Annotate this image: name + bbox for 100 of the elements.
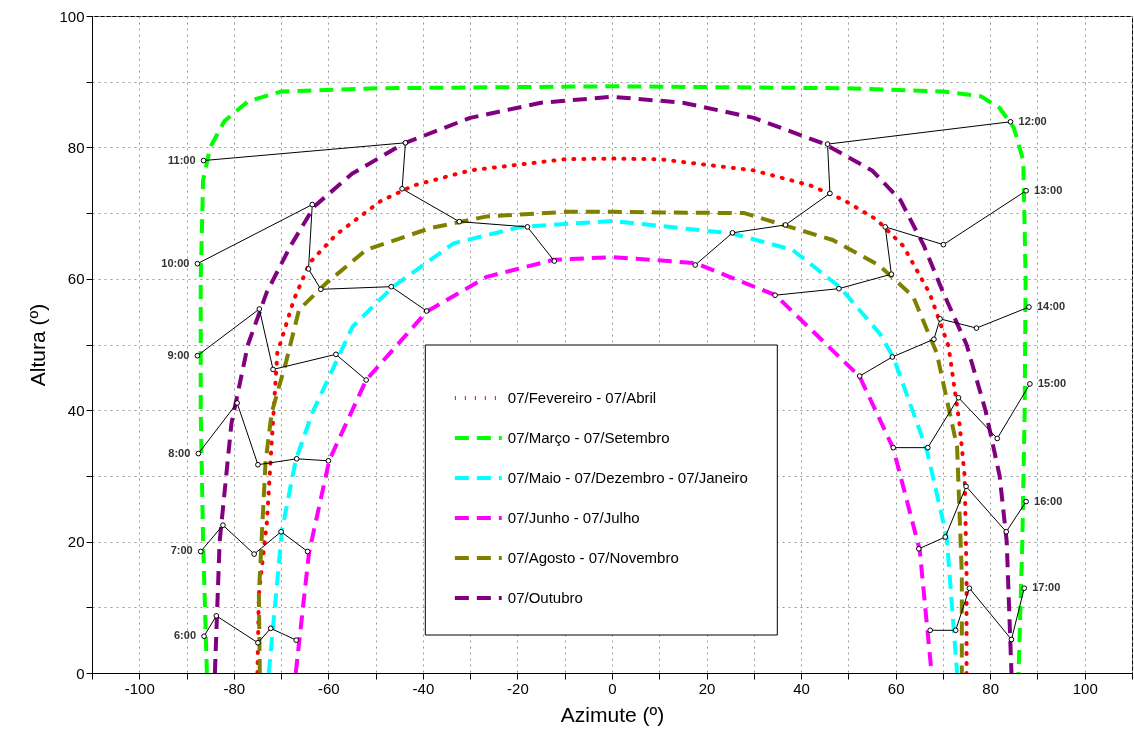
point xyxy=(940,241,947,248)
series-label: 11:00 xyxy=(168,153,196,166)
point xyxy=(234,400,240,406)
point xyxy=(915,545,922,552)
point xyxy=(305,266,312,272)
x-tick-label: 80 xyxy=(982,679,1000,697)
point xyxy=(456,218,463,225)
point xyxy=(782,222,789,228)
point xyxy=(1003,528,1010,535)
point xyxy=(1027,381,1033,387)
legend-label: 07/Junho - 07/Julho xyxy=(507,509,640,526)
point xyxy=(423,308,430,314)
x-tick-label: -60 xyxy=(318,679,340,697)
point xyxy=(994,435,1001,442)
point xyxy=(931,336,937,343)
point xyxy=(251,551,257,557)
point xyxy=(1023,498,1029,505)
x-tick-label: 40 xyxy=(793,679,810,697)
point xyxy=(200,157,207,164)
point xyxy=(924,444,931,451)
point xyxy=(213,613,220,619)
series-label: 16:00 xyxy=(1034,494,1063,507)
point xyxy=(255,461,261,468)
line-series xyxy=(293,255,934,673)
point xyxy=(201,633,207,640)
point xyxy=(309,201,316,208)
y-tick-label: 60 xyxy=(67,270,85,288)
point xyxy=(195,450,202,457)
point xyxy=(363,377,370,383)
series-label: 13:00 xyxy=(1034,183,1063,196)
x-tick-label: 60 xyxy=(887,679,905,697)
point xyxy=(270,366,276,373)
point xyxy=(399,185,405,192)
y-tick-label: 100 xyxy=(59,7,85,25)
point xyxy=(317,286,324,293)
series-label: 9:00 xyxy=(167,348,190,361)
x-tick-label: 100 xyxy=(1072,679,1098,697)
point xyxy=(856,373,863,379)
point xyxy=(333,351,339,358)
point xyxy=(1023,187,1029,194)
point xyxy=(304,548,311,555)
series-label: 7:00 xyxy=(170,544,193,557)
legend-label: 07/Outubro xyxy=(507,589,583,606)
point xyxy=(937,316,943,322)
point xyxy=(194,260,201,267)
point xyxy=(836,285,842,292)
point xyxy=(729,229,736,236)
y-tick-label: 40 xyxy=(67,401,85,419)
point xyxy=(973,325,980,331)
point xyxy=(194,352,201,359)
x-tick-label: 20 xyxy=(698,679,716,697)
point xyxy=(824,141,831,147)
point xyxy=(256,306,263,312)
point xyxy=(1008,636,1015,643)
point xyxy=(278,528,284,535)
point xyxy=(1021,585,1028,592)
point xyxy=(966,585,973,592)
point xyxy=(293,637,300,643)
point xyxy=(927,627,933,634)
point xyxy=(692,262,699,268)
series-label: 15:00 xyxy=(1037,376,1067,389)
legend-label: 07/Fevereiro - 07/Abril xyxy=(507,389,657,406)
series-label: 14:00 xyxy=(1036,300,1066,313)
point xyxy=(890,444,897,451)
point xyxy=(888,271,895,278)
point xyxy=(942,534,949,540)
point xyxy=(551,258,558,264)
point xyxy=(388,283,395,290)
x-tick-label: 0 xyxy=(608,679,617,697)
x-axis-title: Azimute (º) xyxy=(560,702,665,726)
series-label: 6:00 xyxy=(174,629,197,642)
point xyxy=(197,548,204,555)
x-tick-label: -40 xyxy=(412,679,435,697)
legend-label: 07/Agosto - 07/Novembro xyxy=(507,549,679,566)
point xyxy=(255,639,261,646)
y-tick-label: 20 xyxy=(67,533,85,551)
point xyxy=(524,224,531,230)
point xyxy=(325,457,332,464)
y-tick-label: 80 xyxy=(67,138,85,156)
x-tick-label: -20 xyxy=(507,679,529,697)
legend-label: 07/Maio - 07/Dezembro - 07/Janeiro xyxy=(507,469,748,486)
x-tick-label: -80 xyxy=(223,679,246,697)
point xyxy=(1026,304,1032,310)
point xyxy=(293,455,300,462)
point xyxy=(1007,118,1014,125)
series-label: 12:00 xyxy=(1018,114,1047,127)
x-tick-label: -100 xyxy=(124,679,155,697)
point xyxy=(827,190,833,197)
point xyxy=(402,139,409,146)
y-tick-label: 0 xyxy=(76,664,85,682)
series-label: 10:00 xyxy=(161,256,190,269)
point xyxy=(889,354,896,360)
point xyxy=(772,292,778,299)
legend-label: 07/Março - 07/Setembro xyxy=(507,429,670,446)
series-label: 8:00 xyxy=(168,446,191,459)
point xyxy=(267,625,274,632)
point xyxy=(882,224,889,230)
point xyxy=(952,627,959,634)
point xyxy=(955,394,962,401)
y-axis-title: Altura (º) xyxy=(26,303,50,387)
